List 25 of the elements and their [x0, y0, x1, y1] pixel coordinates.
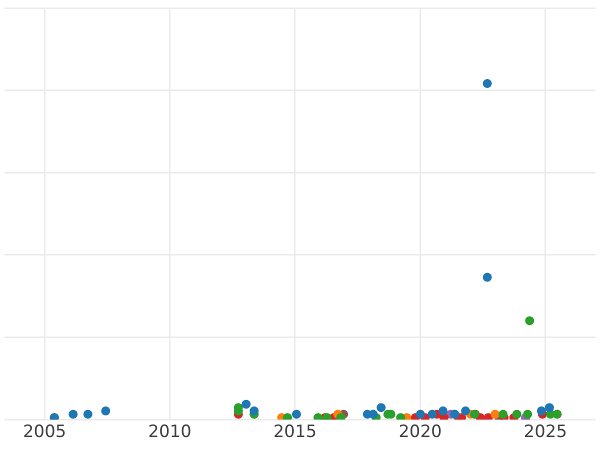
- point: [461, 406, 470, 416]
- point: [292, 410, 301, 419]
- point: [83, 410, 92, 419]
- point: [482, 79, 492, 88]
- point: [536, 406, 546, 416]
- point: [544, 403, 554, 412]
- x-tick-label: 2015: [273, 422, 317, 442]
- point: [242, 400, 251, 409]
- point: [498, 410, 508, 419]
- x-tick-label: 2025: [524, 422, 568, 442]
- point: [68, 410, 78, 419]
- point: [523, 410, 532, 419]
- point: [376, 403, 386, 412]
- point: [482, 272, 492, 282]
- point: [101, 406, 110, 416]
- x-tick-label: 2005: [22, 422, 66, 442]
- point: [428, 410, 437, 419]
- point: [416, 410, 425, 419]
- point: [250, 406, 259, 416]
- point: [438, 406, 448, 416]
- point: [525, 316, 534, 326]
- x-tick-label: 2010: [148, 422, 192, 442]
- x-tick-label: 2020: [398, 422, 442, 442]
- point: [512, 410, 522, 419]
- point: [490, 410, 500, 419]
